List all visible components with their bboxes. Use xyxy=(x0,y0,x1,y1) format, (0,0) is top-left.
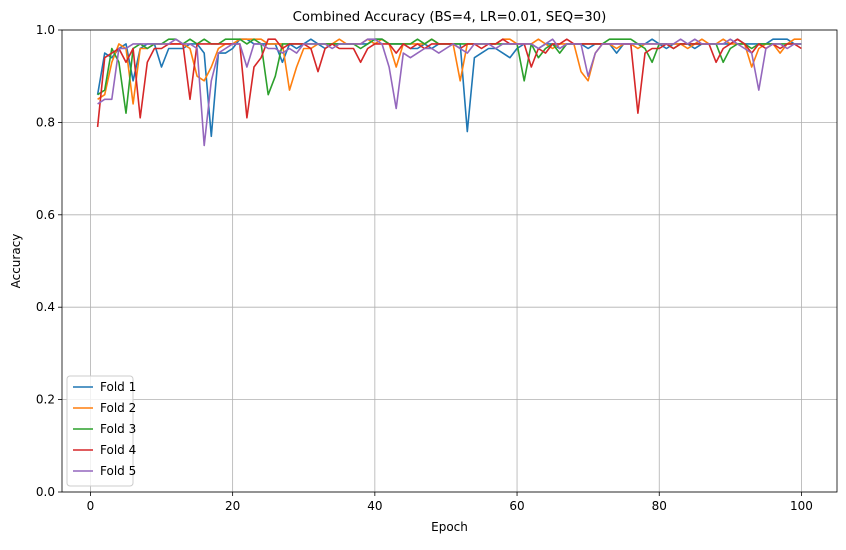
legend-label: Fold 4 xyxy=(100,443,136,457)
y-tick-label: 0.0 xyxy=(36,485,55,499)
y-tick-label: 0.4 xyxy=(36,300,55,314)
axis-ticks: 0 20 40 60 80 100 0.0 0.2 0.4 0.6 0.8 1.0 xyxy=(36,23,813,513)
legend-label: Fold 5 xyxy=(100,464,136,478)
x-tick-label: 100 xyxy=(790,499,813,513)
plot-area-frame xyxy=(61,29,838,493)
legend-box xyxy=(66,375,134,487)
y-tick-label: 0.8 xyxy=(36,115,55,129)
series-line-fold-4 xyxy=(96,38,802,128)
x-tick-label: 80 xyxy=(652,499,667,513)
series-lines xyxy=(96,38,802,147)
legend-label: Fold 1 xyxy=(100,380,136,394)
chart-title: Combined Accuracy (BS=4, LR=0.01, SEQ=30… xyxy=(293,10,607,25)
y-tick-label: 1.0 xyxy=(36,23,55,37)
y-axis-label: Accuracy xyxy=(9,234,23,289)
series-line-fold-5 xyxy=(97,38,802,147)
x-tick-label: 0 xyxy=(87,499,95,513)
legend: Fold 1 Fold 2 Fold 3 Fold 4 Fold 5 xyxy=(66,375,136,487)
legend-label: Fold 2 xyxy=(100,401,136,415)
y-tick-label: 0.6 xyxy=(36,208,55,222)
x-tick-label: 60 xyxy=(509,499,524,513)
x-tick-label: 20 xyxy=(225,499,240,513)
x-tick-label: 40 xyxy=(367,499,382,513)
legend-label: Fold 3 xyxy=(100,422,136,436)
x-axis-label: Epoch xyxy=(431,520,468,534)
y-tick-label: 0.2 xyxy=(36,393,55,407)
